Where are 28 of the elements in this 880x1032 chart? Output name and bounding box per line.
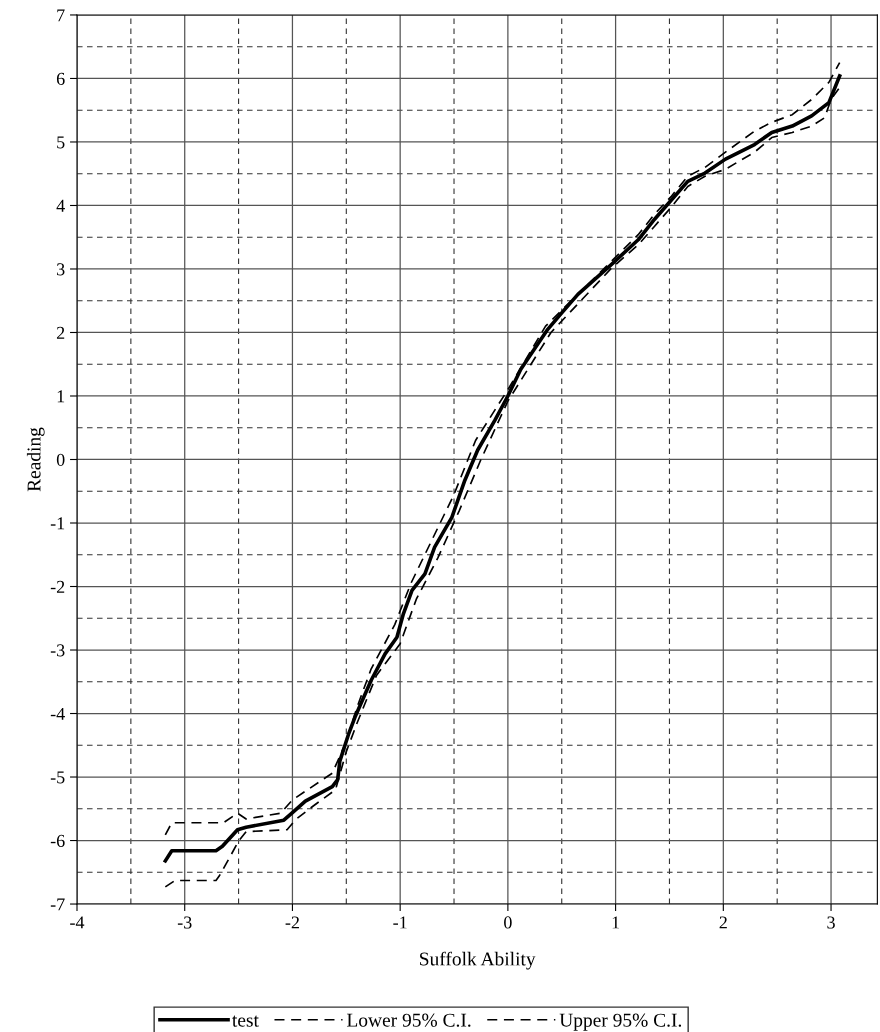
x-tick-label: -4 xyxy=(70,916,85,929)
y-tick-label: 1 xyxy=(57,390,65,403)
y-axis-title: Reading xyxy=(26,427,45,492)
y-tick-label: -6 xyxy=(50,834,65,847)
x-tick-label: 2 xyxy=(719,916,727,929)
x-tick-label: 1 xyxy=(612,916,620,929)
y-tick-label: -7 xyxy=(50,898,65,911)
y-tick-label: -5 xyxy=(50,771,65,784)
y-tick-label: 4 xyxy=(56,199,65,212)
y-tick-label: 3 xyxy=(57,263,65,276)
y-tick-label: -4 xyxy=(50,707,65,720)
x-tick-label: -3 xyxy=(177,916,192,929)
y-tick-label: 5 xyxy=(57,136,65,149)
y-tick-label: -3 xyxy=(50,644,65,657)
y-tick-label: 6 xyxy=(56,72,65,85)
x-tick-label: 3 xyxy=(827,916,835,929)
legend-label: Upper 95% C.I. xyxy=(559,1013,682,1031)
x-tick-label: 0 xyxy=(504,916,512,929)
x-axis-title: Suffolk Ability xyxy=(420,951,536,970)
y-tick-label: 0 xyxy=(56,453,65,466)
legend-label: Lower 95% C.I. xyxy=(346,1013,471,1027)
y-tick-label: 7 xyxy=(57,9,65,22)
y-tick-label: -2 xyxy=(50,580,65,593)
y-tick-label: -1 xyxy=(50,517,65,530)
x-tick-label: -1 xyxy=(393,916,407,929)
y-tick-label: 2 xyxy=(56,326,65,339)
x-tick-label: -2 xyxy=(285,916,299,929)
legend-label: test xyxy=(232,1015,259,1027)
